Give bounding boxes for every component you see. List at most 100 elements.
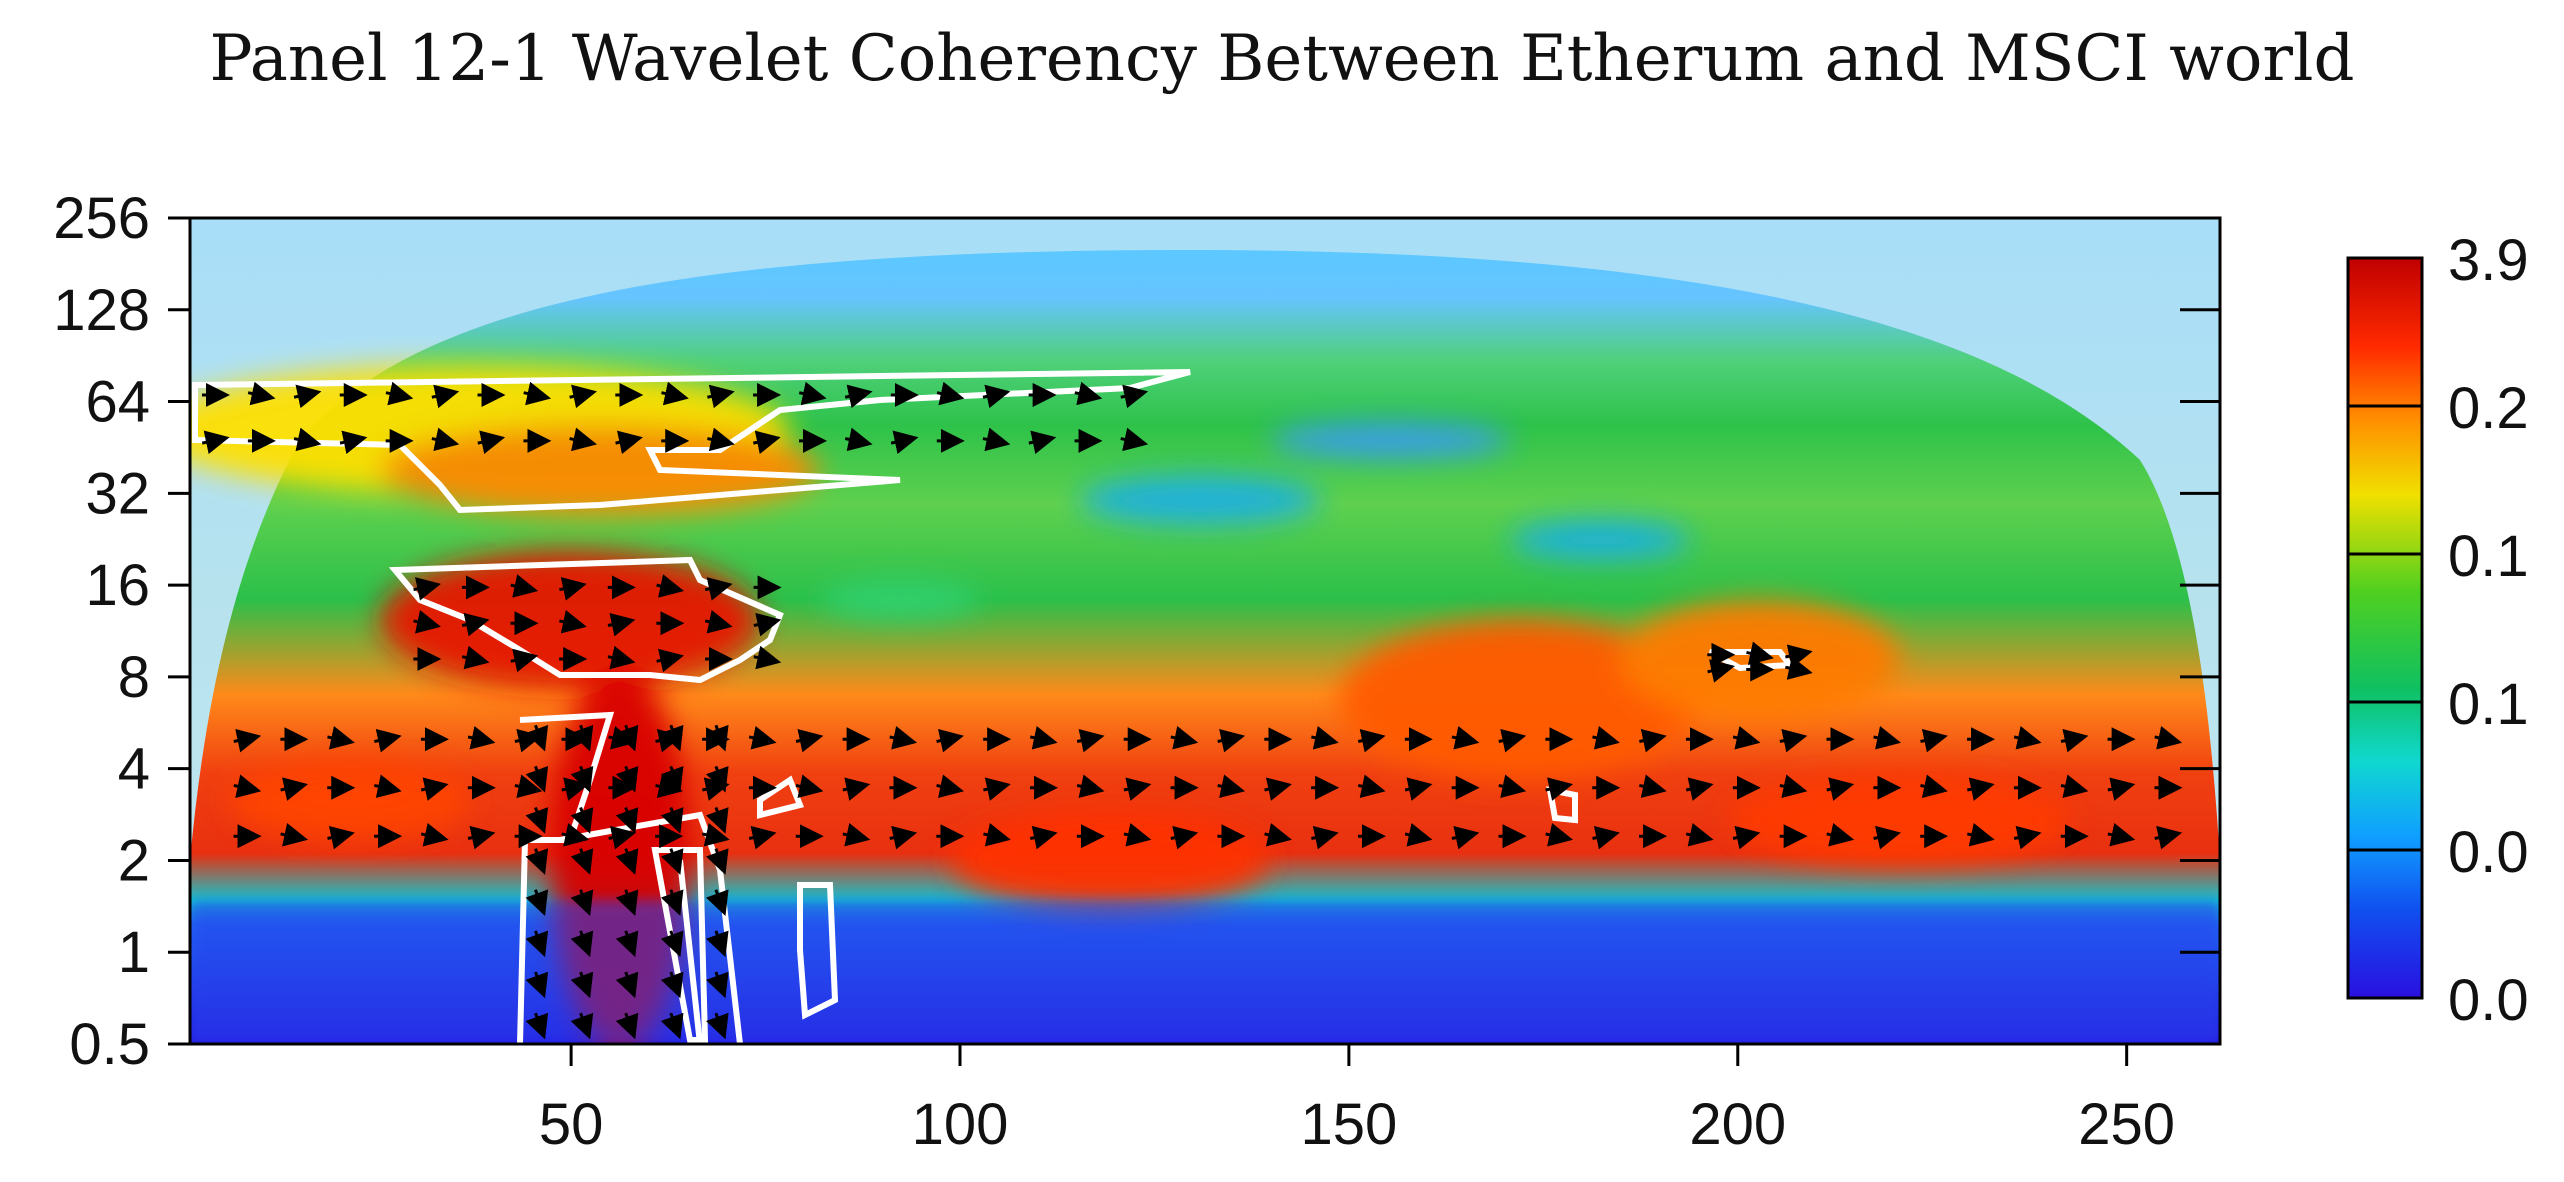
phase-arrow (1357, 774, 1386, 798)
phase-arrow (1873, 825, 1901, 850)
phase-arrow (461, 612, 490, 637)
phase-arrow (701, 777, 730, 801)
phase-arrow (1264, 777, 1292, 801)
phase-arrow (1639, 774, 1667, 798)
y-tick-label: 2 (118, 828, 150, 893)
phase-arrow (615, 889, 639, 917)
phase-arrow (615, 430, 643, 455)
phase-arrow (607, 645, 636, 670)
phase-arrow (1732, 726, 1761, 750)
x-tick-label: 50 (539, 1092, 604, 1157)
phase-arrow (983, 777, 1011, 801)
phase-arrow (1123, 777, 1152, 801)
phase-arrow (982, 427, 1011, 452)
phase-arrow (660, 930, 684, 958)
phase-arrow (707, 427, 735, 452)
phase-arrow (660, 971, 684, 999)
phase-arrow (559, 610, 587, 634)
phase-arrow (431, 384, 460, 409)
phase-arrow (608, 726, 636, 750)
phase-arrow (705, 930, 729, 958)
phase-arrow (467, 825, 496, 850)
phase-arrow (1311, 726, 1339, 750)
phase-arrow (2154, 825, 2183, 850)
y-tick-label: 1 (118, 920, 150, 985)
phase-arrow (890, 430, 919, 455)
phase-arrow (525, 1012, 549, 1040)
y-tick-label: 4 (118, 737, 150, 802)
phase-arrow (374, 774, 402, 798)
phase-arrow (1685, 823, 1714, 847)
phase-arrow (1029, 825, 1058, 850)
phase-arrow (413, 577, 441, 601)
phase-arrow (1170, 726, 1199, 750)
colorbar: 3.9 0.2 0.1 0.1 0.0 0.0 (2346, 228, 2529, 1033)
y-tick-label: 16 (85, 553, 150, 618)
phase-arrow (2013, 726, 2042, 750)
phase-arrow (1170, 825, 1199, 850)
phase-arrow (1120, 427, 1149, 452)
x-axis: 50 100 150 200 250 (539, 1044, 2175, 1157)
phase-arrow (2060, 728, 2089, 753)
phase-arrow (1545, 777, 1574, 801)
phase-arrow (1639, 728, 1667, 753)
phase-arrow (233, 728, 262, 753)
phase-arrow (1779, 774, 1808, 798)
phase-arrow (1732, 825, 1761, 850)
phase-arrow (2060, 774, 2089, 798)
phase-arrow (1920, 728, 1948, 753)
phase-arrow (1685, 777, 1714, 801)
phase-arrow (1779, 728, 1808, 753)
phase-arrow (525, 971, 549, 999)
phase-arrow (525, 889, 549, 917)
phase-arrow (1592, 825, 1620, 850)
phase-arrow (327, 825, 355, 850)
x-tick-label: 200 (1689, 1092, 1786, 1157)
phase-arrow (1404, 823, 1433, 847)
phase-arrow (701, 823, 730, 847)
colorbar-tick-label: 0.0 (2448, 820, 2529, 885)
phase-arrow (2107, 777, 2136, 801)
phase-arrow (704, 610, 733, 634)
phase-arrow (561, 823, 590, 847)
y-tick-label: 8 (118, 645, 150, 710)
phase-arrow (1404, 777, 1433, 801)
phase-arrow (704, 577, 733, 601)
colorbar-tick-label: 0.1 (2448, 524, 2529, 589)
phase-arrow (615, 1012, 639, 1040)
phase-arrow (615, 930, 639, 958)
phase-arrow (1592, 726, 1620, 750)
phase-arrow (705, 1012, 729, 1040)
phase-arrow (1311, 825, 1339, 850)
phase-arrow (660, 848, 684, 875)
phase-arrow (615, 848, 639, 875)
y-axis: 256 128 64 32 16 8 4 2 1 0.5 (53, 186, 2220, 1077)
phase-arrow (1966, 823, 1995, 847)
phase-arrow (1966, 777, 1995, 801)
colorbar-gradient (2346, 256, 2424, 1000)
phase-arrow (1785, 644, 1813, 668)
phase-arrow (431, 427, 460, 452)
phase-arrow (570, 1012, 594, 1040)
colorbar-tick-label: 0.1 (2448, 672, 2529, 737)
phase-arrow (510, 648, 539, 673)
phase-arrow (1029, 726, 1058, 750)
phase-arrow (1264, 823, 1292, 847)
phase-arrow (1785, 656, 1813, 680)
phase-arrow (748, 726, 777, 750)
phase-arrow (247, 381, 276, 406)
phase-arrow (705, 971, 729, 999)
phase-arrow (842, 823, 871, 847)
phase-arrow (233, 774, 262, 798)
phase-arrow (1123, 823, 1152, 847)
phase-arrow (1120, 384, 1149, 409)
phase-arrow (420, 777, 449, 801)
phase-arrow (615, 806, 639, 834)
phase-arrow (615, 971, 639, 999)
phase-arrow (656, 574, 684, 598)
phase-arrow (1451, 825, 1480, 850)
phase-arrow (525, 848, 549, 875)
phase-arrow (339, 430, 368, 455)
phase-arrow (569, 427, 597, 452)
phase-arrow (1028, 430, 1057, 455)
